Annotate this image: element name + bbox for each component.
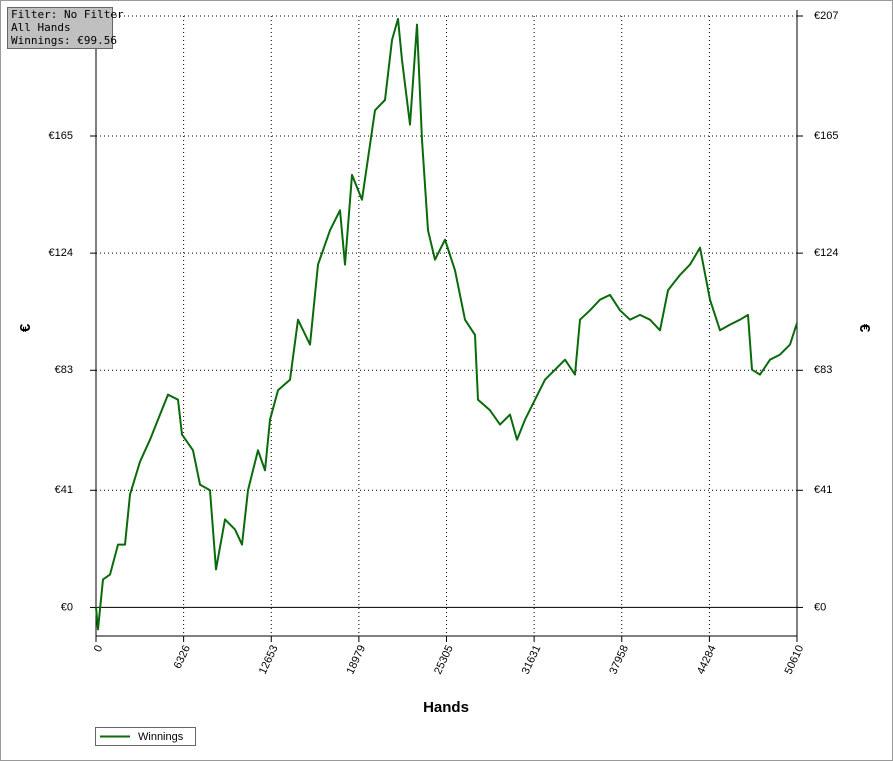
y-tick-label: €41 xyxy=(55,484,73,496)
info-line: Winnings: €99.56 xyxy=(11,34,117,47)
legend-label: Winnings xyxy=(138,731,184,743)
y-tick-label-right: €207 xyxy=(814,10,838,22)
info-box xyxy=(7,7,113,49)
y-tick-label: €124 xyxy=(49,247,73,259)
y-tick-label: €83 xyxy=(55,364,73,376)
data-line xyxy=(95,17,798,631)
y-tick-label-right: €41 xyxy=(814,484,832,496)
y-tick-label-right: €0 xyxy=(814,601,826,613)
info-line: All Hands xyxy=(11,21,71,34)
y-tick-label: €0 xyxy=(61,601,73,613)
x-axis-label: Hands xyxy=(423,699,469,716)
info-line: Filter: No Filter xyxy=(11,8,124,21)
y-axis-label: € xyxy=(17,323,34,332)
y-tick-label-right: €165 xyxy=(814,130,838,142)
y-tick-label-right: €83 xyxy=(814,364,832,376)
y-tick-label-right: €124 xyxy=(814,247,838,259)
legend-box xyxy=(95,727,196,746)
y-tick-label: €165 xyxy=(49,130,73,142)
y-axis-label-right: € xyxy=(856,324,873,333)
x-tick-label: 0 xyxy=(92,643,105,654)
